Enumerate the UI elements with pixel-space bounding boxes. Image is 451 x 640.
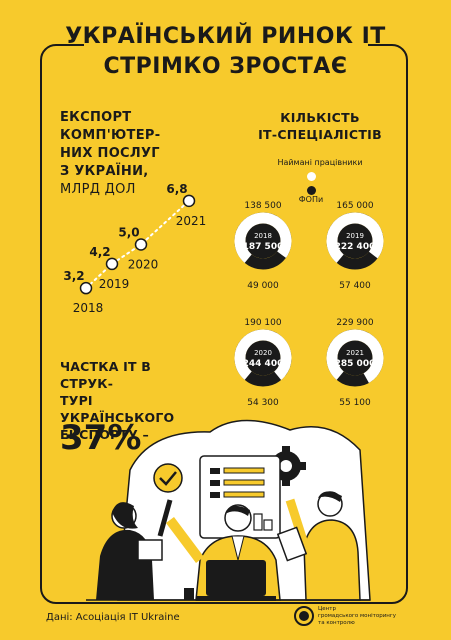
donut-employees-arc	[326, 212, 384, 270]
legend-employees-swatch	[307, 172, 316, 181]
donut-fop-label: 49 000	[247, 281, 279, 291]
export-title-line: ЕКСПОРТ	[60, 110, 132, 125]
export-data-point	[134, 238, 148, 251]
check-badge-icon	[153, 463, 183, 493]
export-title-line: З УКРАЇНИ,	[60, 164, 149, 179]
mug-icon	[184, 588, 194, 600]
donut-fop-label: 57 400	[339, 281, 371, 291]
person-right	[276, 491, 361, 601]
donut-year-label: 2020	[254, 349, 272, 357]
donut-employees-arc	[326, 329, 384, 387]
export-value-label: 3,2	[63, 269, 84, 283]
donut-employees-label: 165 000	[336, 201, 373, 211]
export-chart-title: ЕКСПОРТ КОМП'ЮТЕР- НИХ ПОСЛУГ З УКРАЇНИ,…	[60, 109, 180, 199]
title-mask	[84, 22, 368, 88]
donut-employees-label: 138 500	[244, 201, 281, 211]
export-share-value: 37%	[60, 418, 142, 458]
board-icon	[199, 455, 281, 539]
donut-year-label: 2021	[346, 349, 364, 357]
export-year-label: 2021	[176, 214, 207, 228]
export-value-label: 4,2	[89, 245, 110, 259]
donut-employees-arc	[234, 329, 292, 387]
export-year-label: 2020	[128, 258, 159, 272]
donut-employees-arc	[234, 212, 292, 270]
share-title-line: ТУРІ УКРАЇНСЬКОГО	[60, 393, 175, 425]
share-title-line: ЕКСПОРТУ –	[60, 427, 149, 442]
laptop-icon	[196, 560, 276, 601]
source-note: Дані: Асоціація IT Ukraine	[46, 612, 180, 623]
specialists-title-line: ІТ-СПЕЦІАЛІСТІВ	[258, 127, 382, 142]
donut-year-label: 2018	[254, 232, 272, 240]
donut-total-label: 222 400	[335, 242, 376, 252]
donut-center	[245, 340, 281, 376]
org-logo-icon	[294, 606, 314, 626]
org-name-line: Центр	[318, 606, 336, 612]
donut-fop-label: 55 100	[339, 398, 371, 408]
specialists-title-line: КІЛЬКІСТЬ	[280, 110, 360, 125]
export-title-line: НИХ ПОСЛУГ	[60, 146, 160, 161]
org-name: Центр громадського моніторингу та контро…	[318, 606, 408, 627]
specialists-title: КІЛЬКІСТЬ ІТ-СПЕЦІАЛІСТІВ	[240, 109, 400, 143]
donut-center	[337, 223, 373, 259]
title-line-1: УКРАЇНСЬКИЙ РИНОК ІТ	[65, 24, 386, 49]
legend-fop-swatch	[307, 186, 316, 195]
export-unit: МЛРД ДОЛ	[60, 182, 136, 197]
donut-employees-label: 229 900	[336, 318, 373, 328]
legend-fop-label: ФОПи	[298, 195, 324, 204]
export-share-title: ЧАСТКА ІТ В СТРУК- ТУРІ УКРАЇНСЬКОГО ЕКС…	[60, 358, 200, 443]
donut-employees-label: 190 100	[244, 318, 281, 328]
donut-total-label: 187 500	[243, 242, 284, 252]
export-data-point	[79, 281, 93, 295]
donut-year-label: 2019	[346, 232, 364, 240]
export-value-label: 6,8	[166, 182, 187, 196]
share-title-line: ЧАСТКА ІТ В СТРУК-	[60, 359, 151, 391]
export-data-point	[182, 194, 196, 208]
donut-total-label: 285 000	[335, 359, 376, 369]
export-year-label: 2018	[73, 301, 104, 315]
org-name-line: громадського моніторингу	[318, 613, 397, 619]
donut-total-label: 244 400	[243, 359, 284, 369]
title-line-2: СТРІМКО ЗРОСТАЄ	[103, 54, 348, 79]
page-title: УКРАЇНСЬКИЙ РИНОК ІТ СТРІМКО ЗРОСТАЄ	[0, 22, 451, 82]
donut-center	[337, 340, 373, 376]
export-year-label: 2019	[99, 277, 130, 291]
person-left	[96, 499, 173, 600]
donut-center	[245, 223, 281, 259]
export-data-point	[105, 257, 119, 271]
org-name-line: та контролю	[318, 620, 355, 626]
export-value-label: 5,0	[118, 226, 139, 240]
legend-employees-label: Наймані працівники	[277, 158, 363, 167]
donut-fop-label: 54 300	[247, 398, 279, 408]
export-title-line: КОМП'ЮТЕР-	[60, 128, 161, 143]
export-trend-line	[85, 199, 190, 290]
